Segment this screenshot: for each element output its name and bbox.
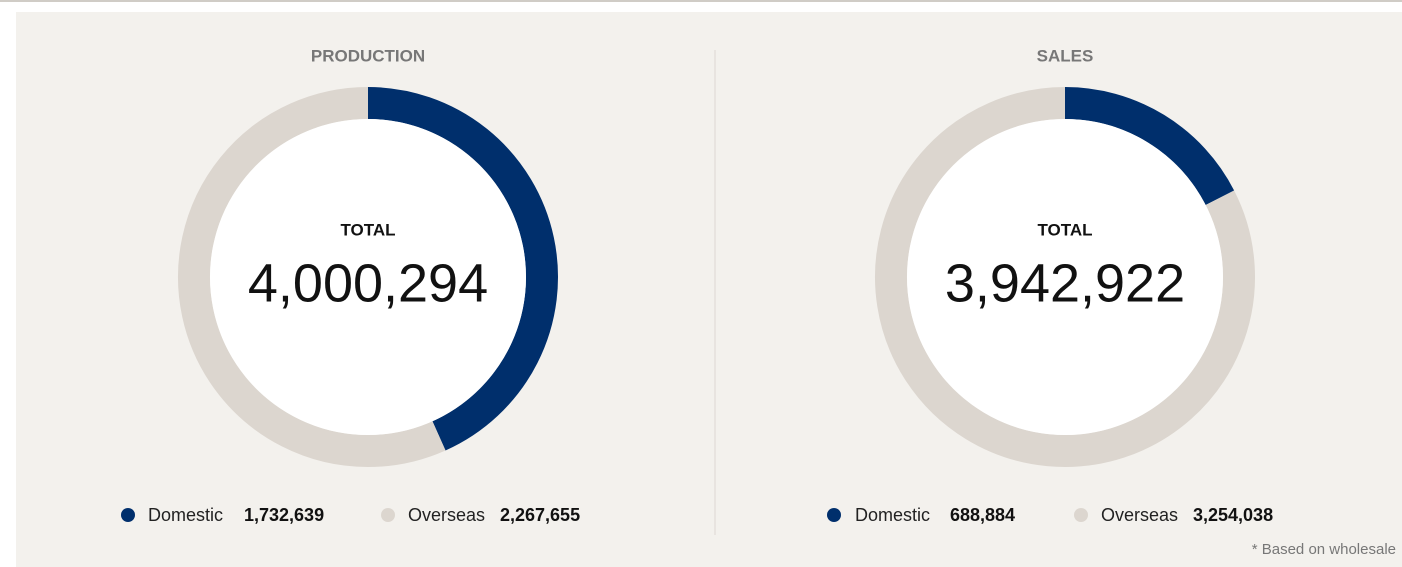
legend-label: Domestic — [855, 505, 930, 525]
donut-slice — [1064, 87, 1235, 206]
legend-value: 1,732,639 — [244, 505, 324, 525]
donut-slice — [178, 87, 446, 467]
legend-label: Overseas — [1101, 505, 1178, 525]
center-label: TOTAL — [340, 220, 395, 239]
legend-value: 3,254,038 — [1193, 505, 1273, 525]
top-rule — [0, 0, 1402, 2]
chart-title: PRODUCTION — [311, 46, 425, 65]
legend-value: 2,267,655 — [500, 505, 580, 525]
center-total: 4,000,294 — [248, 253, 488, 313]
legend-label: Overseas — [408, 505, 485, 525]
donut-center — [907, 119, 1223, 435]
donut-slice — [367, 87, 558, 451]
chart-title: SALES — [1037, 46, 1094, 65]
legend-label: Domestic — [148, 505, 223, 525]
footnote: * Based on wholesale — [1252, 541, 1396, 558]
legend-swatch — [381, 508, 395, 522]
donut-slice — [875, 87, 1255, 467]
center-label: TOTAL — [1037, 220, 1092, 239]
center-total: 3,942,922 — [945, 253, 1185, 313]
legend-swatch — [827, 508, 841, 522]
donut-center — [210, 119, 526, 435]
legend-swatch — [1074, 508, 1088, 522]
legend-swatch — [121, 508, 135, 522]
legend-value: 688,884 — [950, 505, 1015, 525]
